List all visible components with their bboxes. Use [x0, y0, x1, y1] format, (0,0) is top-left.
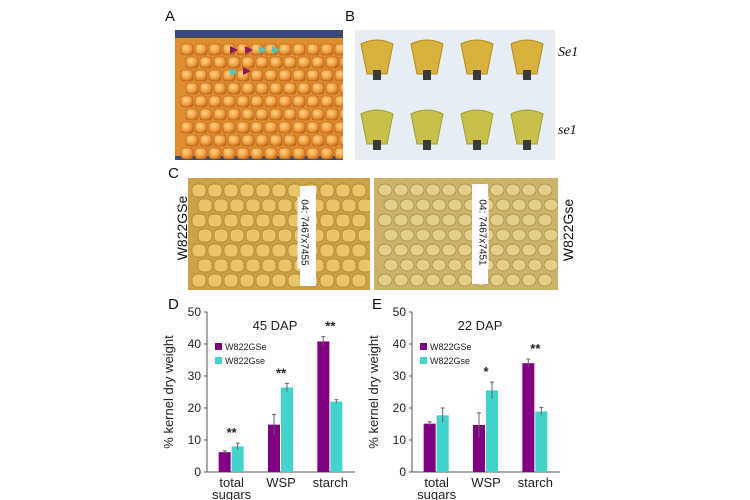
kernel [410, 39, 444, 75]
significance-marker: ** [325, 319, 336, 334]
ear-illustration [374, 178, 558, 290]
genotype-se1-dominant: Se1 [558, 45, 579, 60]
y-tick-label: 10 [393, 433, 407, 447]
bar [535, 411, 548, 472]
arrowhead-icon [230, 46, 238, 54]
category-label: WSP [266, 475, 296, 490]
arrowhead-icon [243, 67, 251, 75]
bar [330, 401, 343, 472]
arrowhead-icon [259, 46, 267, 54]
bar [436, 415, 449, 472]
arrowhead-icon [245, 46, 253, 54]
kernel [460, 39, 494, 75]
y-tick-label: 30 [393, 369, 407, 383]
panel-b-kernels-photo [355, 30, 555, 160]
arrowhead-icon [272, 46, 280, 54]
legend-swatch [420, 357, 427, 364]
panel-label-c: C [168, 165, 179, 182]
legend-label: W822GSe [225, 342, 267, 352]
y-tick-label: 30 [188, 369, 202, 383]
kernel [360, 39, 394, 75]
significance-marker: ** [227, 425, 238, 440]
legend-label: W822Gse [430, 356, 470, 366]
category-label: WSP [471, 475, 501, 490]
y-tick-label: 10 [188, 433, 202, 447]
panel-c-left-ear-photo: 04: 7467x7455 [188, 178, 370, 290]
y-tick-label: 40 [393, 337, 407, 351]
bar [486, 390, 498, 472]
kernel-set-illustration [360, 39, 544, 150]
legend-label: W822Gse [225, 356, 265, 366]
category-label: total [219, 475, 244, 490]
bar [423, 423, 436, 472]
panel-label-a: A [165, 8, 176, 25]
category-label: starch [518, 475, 553, 490]
bar [522, 363, 535, 472]
category-label: total [424, 475, 449, 490]
panel-label-d: D [168, 296, 179, 313]
ear-tag-right-text: 04: 7467x7451 [475, 196, 489, 269]
panel-a-ear-photo [175, 30, 343, 160]
legend-swatch [215, 357, 222, 364]
kernel [510, 109, 544, 145]
y-tick-label: 20 [393, 401, 407, 415]
category-label: sugars [212, 487, 252, 500]
chart-title: 45 DAP [253, 318, 298, 333]
significance-marker: * [483, 364, 489, 379]
category-label: sugars [417, 487, 457, 500]
category-label: starch [313, 475, 348, 490]
kernel [410, 109, 444, 145]
y-tick-label: 0 [399, 465, 406, 479]
panel-c-right-ear-photo [374, 178, 558, 290]
genotype-se1-recessive: se1 [558, 123, 577, 138]
panel-label-b: B [345, 8, 356, 25]
bar [268, 424, 280, 472]
bar [317, 341, 330, 472]
ear-tag-left-text: 04: 7467x7455 [297, 196, 311, 269]
chart-title: 22 DAP [458, 318, 503, 333]
significance-marker: ** [276, 365, 287, 380]
kernel [360, 109, 394, 145]
ear-illustration [188, 178, 370, 290]
y-axis-label: % kernel dry weight [366, 335, 381, 449]
significance-marker: ** [530, 341, 541, 356]
y-tick-label: 40 [188, 337, 202, 351]
genotype-label-right: W822Gse [560, 198, 576, 262]
bar [231, 446, 244, 472]
kernel [510, 39, 544, 75]
kernel [460, 109, 494, 145]
legend-swatch [420, 343, 427, 350]
y-tick-label: 20 [188, 401, 202, 415]
bar [218, 452, 231, 472]
legend-label: W822GSe [430, 342, 472, 352]
chart-22-dap: 0 10 20 30 40 50 % kernel dry weight 22 DAP W822… [366, 305, 560, 500]
ear-illustration [175, 38, 343, 160]
bar [281, 387, 293, 472]
y-tick-label: 50 [188, 305, 202, 319]
y-tick-label: 0 [194, 465, 201, 479]
chart-45-dap: 0 10 20 30 40 50 % kernel dry weight 45 DAP W822… [161, 305, 355, 500]
y-tick-label: 50 [393, 305, 407, 319]
bar [473, 424, 485, 472]
y-axis-label: % kernel dry weight [161, 335, 176, 449]
arrowhead-icon [230, 68, 238, 76]
legend-swatch [215, 343, 222, 350]
panel-label-e: E [372, 296, 383, 313]
